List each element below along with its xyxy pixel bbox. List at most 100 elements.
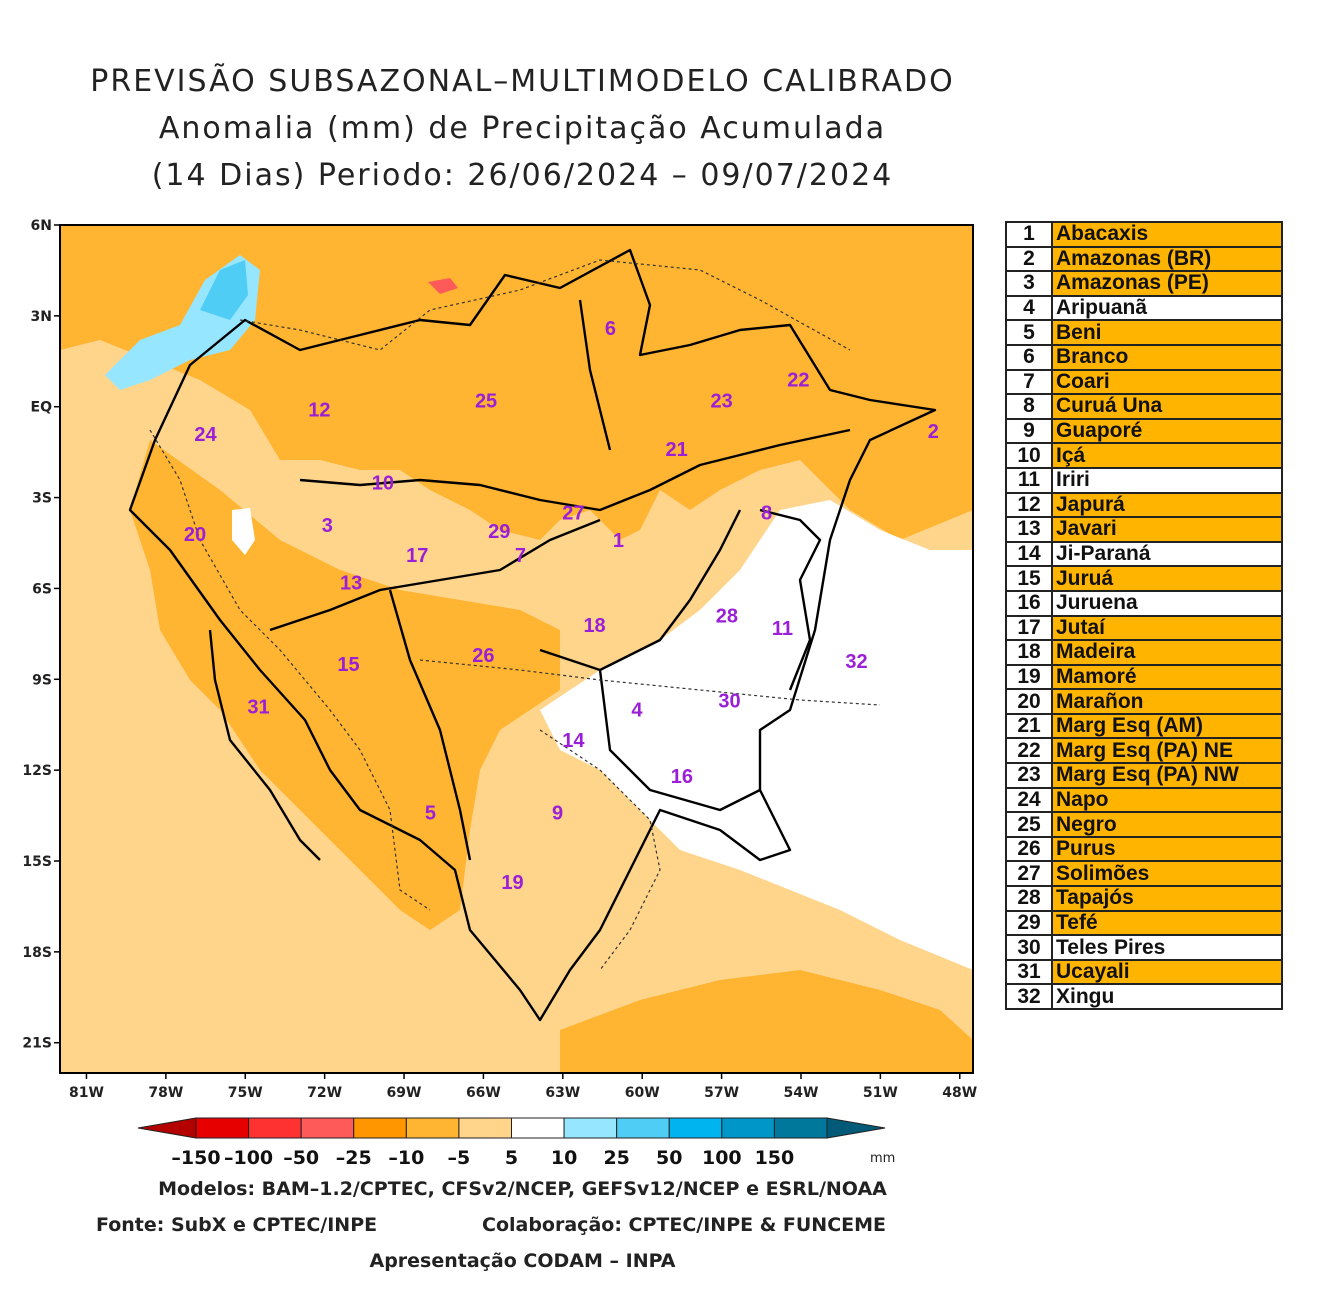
- colorbar-box: [773, 1117, 828, 1139]
- lat-label: 6N: [31, 218, 52, 234]
- legend-number: 30: [1005, 934, 1053, 961]
- legend-row: 14 Ji-Paraná: [1005, 540, 1283, 568]
- legend-number: 8: [1005, 393, 1053, 420]
- lat-label: EQ: [31, 400, 53, 416]
- legend-number: 10: [1005, 442, 1053, 469]
- legend-number: 9: [1005, 417, 1053, 445]
- legend-number: 16: [1005, 589, 1053, 617]
- colorbar-box: [511, 1117, 565, 1139]
- basin-number-labels: 1234567891011121314151617181920212223242…: [184, 318, 939, 894]
- legend-row: 10 Içá: [1005, 442, 1283, 469]
- basin-label-20: 20: [184, 524, 206, 546]
- legend-row: 8 Curuá Una: [1005, 393, 1283, 420]
- legend-number: 15: [1005, 565, 1053, 592]
- legend-row: 28 Tapajós: [1005, 885, 1283, 912]
- colorbar-box: [300, 1117, 355, 1139]
- colorbar-label: –10: [388, 1147, 424, 1169]
- basin-label-23: 23: [710, 391, 732, 413]
- legend-basin-name: Japurá: [1051, 491, 1283, 519]
- anomaly-near-normal-west: [232, 508, 255, 555]
- legend-basin-name: Curuá Una: [1051, 393, 1283, 420]
- legend-number: 17: [1005, 614, 1053, 642]
- legend-number: 13: [1005, 516, 1053, 543]
- legend-number: 24: [1005, 786, 1053, 814]
- legend-number: 2: [1005, 245, 1053, 273]
- colorbar-box: [616, 1117, 670, 1139]
- basin-label-4: 4: [631, 700, 643, 722]
- basin-label-13: 13: [340, 572, 362, 594]
- legend-basin-name: Tapajós: [1051, 885, 1283, 912]
- basin-label-8: 8: [761, 503, 772, 525]
- lon-label: 48W: [942, 1085, 977, 1101]
- map-frame: [59, 224, 974, 1074]
- lat-label: 3S: [32, 491, 52, 507]
- legend-number: 5: [1005, 319, 1053, 346]
- basin-label-12: 12: [308, 400, 330, 422]
- colorbar-label: –150: [171, 1147, 220, 1169]
- legend-row: 1 Abacaxis: [1005, 221, 1283, 248]
- legend-basin-name: Xingu: [1051, 983, 1283, 1010]
- country-boundaries: [149, 259, 881, 971]
- legend-row: 3 Amazonas (PE): [1005, 270, 1283, 297]
- colorbar-box: [458, 1117, 512, 1139]
- inner-basin-divide-7: [759, 508, 822, 691]
- colorbar-label: 100: [702, 1147, 742, 1169]
- legend-row: 17 Jutaí: [1005, 614, 1283, 642]
- legend-row: 20 Marañon: [1005, 688, 1283, 715]
- colorbar-min-arrow: [137, 1117, 197, 1139]
- legend-basin-name: Teles Pires: [1051, 934, 1283, 961]
- legend-row: 30 Teles Pires: [1005, 934, 1283, 961]
- colorbar-unit: mm: [870, 1151, 895, 1166]
- longitude-axis: 81W 78W 75W 72W 69W 66W 63W 60W 57W 54W 51W 48W: [69, 1073, 977, 1101]
- colorbar-label: –5: [448, 1147, 471, 1169]
- legend-number: 22: [1005, 737, 1053, 765]
- legend-row: 12 Japurá: [1005, 491, 1283, 519]
- title-line-3: (14 Dias) Periodo: 26/06/2024 – 09/07/20…: [151, 158, 894, 193]
- lon-label: 78W: [148, 1085, 183, 1101]
- footer-models: Modelos: BAM–1.2/CPTEC, CFSv2/NCEP, GEFS…: [158, 1178, 887, 1200]
- legend-number: 21: [1005, 712, 1053, 740]
- legend-row: 4 Aripuanã: [1005, 294, 1283, 322]
- legend-number: 19: [1005, 663, 1053, 691]
- legend-basin-name: Içá: [1051, 442, 1283, 469]
- legend-basin-name: Solimões: [1051, 860, 1283, 888]
- legend-row: 22 Marg Esq (PA) NE: [1005, 737, 1283, 765]
- legend-basin-name: Javari: [1051, 516, 1283, 543]
- legend-basin-name: Napo: [1051, 786, 1283, 814]
- colorbar-label: 10: [551, 1147, 577, 1169]
- colorbar-box: [353, 1117, 407, 1139]
- anomaly-positive-medium: [200, 260, 248, 320]
- legend-number: 29: [1005, 909, 1053, 937]
- legend-basin-name: Tefé: [1051, 909, 1283, 937]
- anomaly-fill: [60, 225, 973, 1073]
- legend-row: 11 Iriri: [1005, 466, 1283, 494]
- lat-label: 21S: [22, 1036, 52, 1052]
- basin-label-22: 22: [787, 369, 809, 391]
- legend-basin-name: Marg Esq (PA) NW: [1051, 762, 1283, 789]
- basin-label-32: 32: [845, 651, 867, 673]
- legend-number: 26: [1005, 835, 1053, 863]
- colorbar-box: [405, 1117, 460, 1139]
- basin-label-27: 27: [562, 503, 584, 525]
- colorbar-label: 150: [755, 1147, 795, 1169]
- inner-basin-divide-1: [299, 428, 851, 512]
- border-bolivia: [539, 729, 661, 971]
- lon-label: 60W: [625, 1085, 660, 1101]
- basin-label-5: 5: [425, 803, 436, 825]
- legend-row: 5 Beni: [1005, 319, 1283, 346]
- legend-number: 32: [1005, 983, 1053, 1010]
- legend-number: 20: [1005, 688, 1053, 715]
- basin-label-30: 30: [718, 690, 740, 712]
- legend-row: 21 Marg Esq (AM): [1005, 712, 1283, 740]
- basin-label-14: 14: [562, 730, 585, 752]
- lon-label: 54W: [784, 1085, 819, 1101]
- footer-collaboration: Colaboração: CPTEC/INPE & FUNCEME: [482, 1214, 887, 1236]
- colorbar-max-arrow: [826, 1117, 886, 1139]
- inner-basin-divide-3: [539, 509, 742, 672]
- colorbar: –150 –100 –50 –25 –10 –5 5 10 25 50 100 150 mm: [137, 1117, 895, 1169]
- legend-number: 23: [1005, 762, 1053, 789]
- anomaly-medium-south: [560, 970, 973, 1073]
- legend-row: 25 Negro: [1005, 811, 1283, 838]
- legend-row: 29 Tefé: [1005, 909, 1283, 937]
- legend-row: 15 Juruá: [1005, 565, 1283, 592]
